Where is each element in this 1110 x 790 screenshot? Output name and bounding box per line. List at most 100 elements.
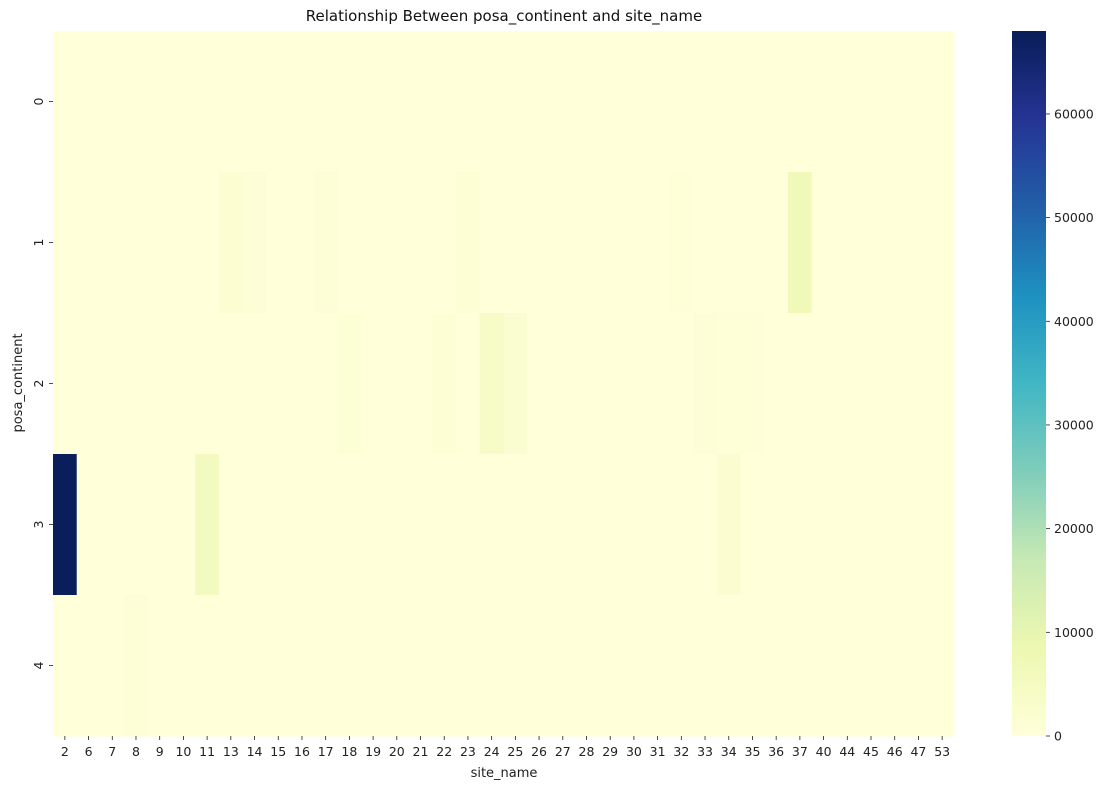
heatmap-cell [76,172,102,314]
heatmap-cell [242,454,267,596]
heatmap-cell [242,172,267,314]
heatmap-cell [337,313,362,455]
x-tick-label: 19 [365,744,381,759]
heatmap-cell [361,454,386,596]
heatmap-cell [882,595,908,737]
heatmap-cell [290,31,315,173]
heatmap-cell [906,172,931,314]
heatmap-cell [693,313,718,455]
heatmap-cell [527,313,552,455]
y-tick-label: 1 [31,239,46,247]
heatmap-cell [835,454,860,596]
heatmap-cell [242,595,267,737]
x-tick-label: 13 [223,744,239,759]
heatmap-cell [100,595,125,737]
heatmap-cell [384,313,410,455]
heatmap-cell [693,172,718,314]
heatmap-cell [408,595,433,737]
x-tick-label: 22 [436,744,452,759]
x-tick-label: 33 [697,744,713,759]
heatmap-cell [432,31,457,173]
heatmap-cell [930,172,955,314]
heatmap-cell [171,31,196,173]
heatmap-cell [882,313,908,455]
y-tick-label: 4 [31,661,46,669]
heatmap-cell [147,172,173,314]
heatmap-cell [124,172,149,314]
heatmap-cell [456,454,481,596]
heatmap-cell [456,313,481,455]
heatmap-cell [859,454,884,596]
y-tick-label: 2 [31,380,46,388]
heatmap-cell [693,595,718,737]
heatmap-cell [432,313,457,455]
heatmap-cell [147,313,173,455]
heatmap-cell [930,454,955,596]
x-tick-label: 36 [768,744,784,759]
heatmap-cell [622,31,647,173]
heatmap-cell [550,313,576,455]
heatmap-cell [882,454,908,596]
heatmap-cell [906,31,931,173]
heatmap-cell [788,172,813,314]
heatmap-cell [669,313,694,455]
heatmap-cell [53,172,78,314]
heatmap-cell [124,595,149,737]
heatmap-cell [811,313,837,455]
x-tick-label: 15 [270,744,286,759]
heatmap-cell [622,313,647,455]
x-tick-label: 6 [85,744,93,759]
heatmap-cell [574,172,599,314]
heatmap-cell [669,31,694,173]
x-tick-label: 35 [745,744,761,759]
heatmap-cell [764,313,789,455]
heatmap-cell [384,172,410,314]
heatmap-cell [53,313,78,455]
x-tick-label: 40 [816,744,832,759]
heatmap-cell [337,454,362,596]
heatmap-cell [906,454,931,596]
colorbar-tick-label: 30000 [1054,417,1094,432]
x-tick-label: 7 [108,744,116,759]
x-tick-label: 24 [484,744,500,759]
heatmap-cell [479,313,505,455]
x-axis-title: site_name [471,766,538,781]
heatmap-cells [53,31,955,737]
heatmap-cell [76,454,102,596]
heatmap-cell [669,172,694,314]
heatmap-cell [716,595,742,737]
heatmap-cell [195,31,220,173]
heatmap-cell [622,595,647,737]
heatmap-cell [740,595,765,737]
x-tick-label: 14 [247,744,263,759]
heatmap-cell [716,31,742,173]
heatmap-cell [432,595,457,737]
heatmap-cell [266,172,291,314]
heatmap-cell [764,595,789,737]
heatmap-cell [859,595,884,737]
heatmap-cell [124,31,149,173]
heatmap-cell [218,313,244,455]
chart-title: Relationship Between posa_continent and … [306,7,702,26]
heatmap-cell [527,454,552,596]
heatmap-cell [550,172,576,314]
y-tick-label: 0 [31,97,46,105]
heatmap-cell [645,31,671,173]
heatmap-cell [218,172,244,314]
heatmap-cell [313,172,339,314]
heatmap-cell [195,172,220,314]
heatmap-cell [669,454,694,596]
heatmap-cell [313,454,339,596]
heatmap-cell [479,454,505,596]
heatmap-cell [598,595,623,737]
heatmap-cell [740,454,765,596]
x-tick-label: 31 [650,744,666,759]
heatmap-cell [811,454,837,596]
heatmap-cell [361,313,386,455]
heatmap-cell [195,313,220,455]
x-tick-label: 11 [199,744,215,759]
heatmap-cell [384,31,410,173]
heatmap-cell [503,172,528,314]
heatmap-cell [53,454,78,596]
heatmap-cell [788,31,813,173]
